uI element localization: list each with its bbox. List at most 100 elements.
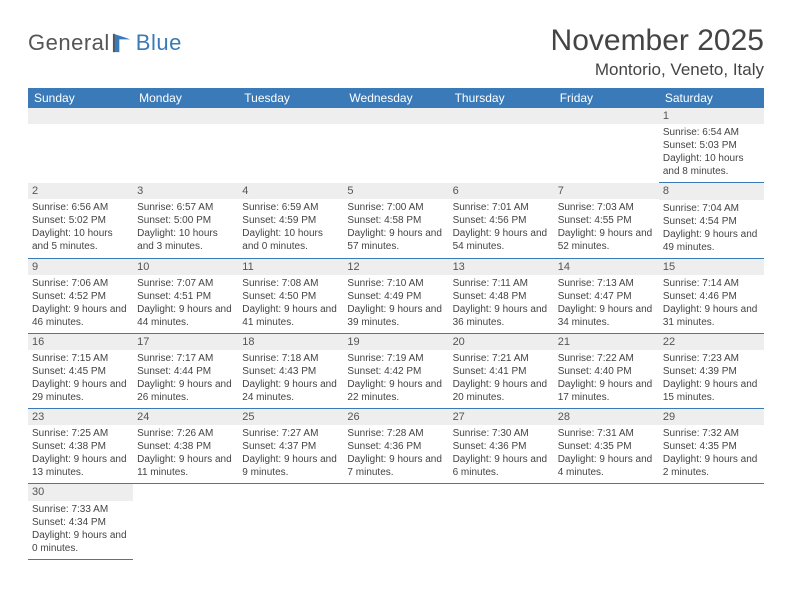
sunrise-line: Sunrise: 7:26 AM (137, 427, 234, 440)
day-number: 5 (343, 183, 448, 199)
sunrise-line: Sunrise: 7:25 AM (32, 427, 129, 440)
day-number: 28 (554, 409, 659, 425)
sunrise-line: Sunrise: 7:07 AM (137, 277, 234, 290)
sunrise-line: Sunrise: 7:21 AM (453, 352, 550, 365)
sunrise-line: Sunrise: 7:14 AM (663, 277, 760, 290)
daylight-line: Daylight: 9 hours and 4 minutes. (558, 453, 655, 479)
sunset-line: Sunset: 5:02 PM (32, 214, 129, 227)
sunrise-line: Sunrise: 7:11 AM (453, 277, 550, 290)
weekday-header-row: SundayMondayTuesdayWednesdayThursdayFrid… (28, 88, 764, 108)
sunset-line: Sunset: 4:49 PM (347, 290, 444, 303)
day-detail: Sunrise: 7:00 AMSunset: 4:58 PMDaylight:… (343, 199, 448, 257)
calendar-cell: 18Sunrise: 7:18 AMSunset: 4:43 PMDayligh… (238, 333, 343, 408)
day-detail: Sunrise: 7:31 AMSunset: 4:35 PMDaylight:… (554, 425, 659, 483)
empty-daynum (238, 108, 343, 124)
day-number: 14 (554, 259, 659, 275)
sunset-line: Sunset: 4:59 PM (242, 214, 339, 227)
calendar-cell (133, 484, 238, 559)
day-detail: Sunrise: 7:23 AMSunset: 4:39 PMDaylight:… (659, 350, 764, 408)
empty-daynum (28, 108, 133, 124)
daylight-line: Daylight: 9 hours and 57 minutes. (347, 227, 444, 253)
day-detail: Sunrise: 7:30 AMSunset: 4:36 PMDaylight:… (449, 425, 554, 483)
daylight-line: Daylight: 9 hours and 6 minutes. (453, 453, 550, 479)
flag-icon (112, 32, 134, 54)
sunset-line: Sunset: 4:46 PM (663, 290, 760, 303)
calendar-cell: 5Sunrise: 7:00 AMSunset: 4:58 PMDaylight… (343, 183, 448, 258)
daylight-line: Daylight: 9 hours and 2 minutes. (663, 453, 760, 479)
day-number: 18 (238, 334, 343, 350)
day-number: 25 (238, 409, 343, 425)
daylight-line: Daylight: 9 hours and 52 minutes. (558, 227, 655, 253)
page-header: General Blue November 2025 Montorio, Ven… (28, 24, 764, 80)
calendar-cell: 22Sunrise: 7:23 AMSunset: 4:39 PMDayligh… (659, 333, 764, 408)
calendar-row: 1Sunrise: 6:54 AMSunset: 5:03 PMDaylight… (28, 108, 764, 183)
sunset-line: Sunset: 4:43 PM (242, 365, 339, 378)
calendar-cell: 17Sunrise: 7:17 AMSunset: 4:44 PMDayligh… (133, 333, 238, 408)
sunrise-line: Sunrise: 7:23 AM (663, 352, 760, 365)
day-detail: Sunrise: 7:21 AMSunset: 4:41 PMDaylight:… (449, 350, 554, 408)
weekday-header: Friday (554, 88, 659, 108)
weekday-header: Saturday (659, 88, 764, 108)
calendar-body: 1Sunrise: 6:54 AMSunset: 5:03 PMDaylight… (28, 108, 764, 559)
day-number: 26 (343, 409, 448, 425)
day-detail: Sunrise: 7:26 AMSunset: 4:38 PMDaylight:… (133, 425, 238, 483)
day-detail: Sunrise: 7:27 AMSunset: 4:37 PMDaylight:… (238, 425, 343, 483)
calendar-row: 23Sunrise: 7:25 AMSunset: 4:38 PMDayligh… (28, 409, 764, 484)
sunset-line: Sunset: 4:41 PM (453, 365, 550, 378)
sunset-line: Sunset: 4:36 PM (453, 440, 550, 453)
sunset-line: Sunset: 4:47 PM (558, 290, 655, 303)
sunset-line: Sunset: 4:58 PM (347, 214, 444, 227)
day-detail: Sunrise: 7:28 AMSunset: 4:36 PMDaylight:… (343, 425, 448, 483)
sunrise-line: Sunrise: 7:19 AM (347, 352, 444, 365)
empty-daynum (449, 108, 554, 124)
sunset-line: Sunset: 4:42 PM (347, 365, 444, 378)
weekday-header: Tuesday (238, 88, 343, 108)
day-detail: Sunrise: 7:10 AMSunset: 4:49 PMDaylight:… (343, 275, 448, 333)
sunset-line: Sunset: 4:37 PM (242, 440, 339, 453)
day-number: 8 (659, 183, 764, 199)
daylight-line: Daylight: 9 hours and 11 minutes. (137, 453, 234, 479)
day-number: 7 (554, 183, 659, 199)
calendar-cell (449, 484, 554, 559)
weekday-header: Wednesday (343, 88, 448, 108)
sunset-line: Sunset: 4:38 PM (32, 440, 129, 453)
daylight-line: Daylight: 9 hours and 9 minutes. (242, 453, 339, 479)
calendar-cell: 19Sunrise: 7:19 AMSunset: 4:42 PMDayligh… (343, 333, 448, 408)
title-block: November 2025 Montorio, Veneto, Italy (551, 24, 764, 80)
calendar-table: SundayMondayTuesdayWednesdayThursdayFrid… (28, 88, 764, 560)
sunset-line: Sunset: 4:35 PM (558, 440, 655, 453)
sunset-line: Sunset: 4:45 PM (32, 365, 129, 378)
day-number: 19 (343, 334, 448, 350)
daylight-line: Daylight: 9 hours and 44 minutes. (137, 303, 234, 329)
daylight-line: Daylight: 9 hours and 41 minutes. (242, 303, 339, 329)
sunrise-line: Sunrise: 7:01 AM (453, 201, 550, 214)
sunset-line: Sunset: 4:35 PM (663, 440, 760, 453)
calendar-cell (238, 484, 343, 559)
day-detail: Sunrise: 6:59 AMSunset: 4:59 PMDaylight:… (238, 199, 343, 257)
calendar-cell (343, 484, 448, 559)
day-number: 29 (659, 409, 764, 425)
calendar-row: 16Sunrise: 7:15 AMSunset: 4:45 PMDayligh… (28, 333, 764, 408)
sunrise-line: Sunrise: 7:18 AM (242, 352, 339, 365)
calendar-cell: 23Sunrise: 7:25 AMSunset: 4:38 PMDayligh… (28, 409, 133, 484)
day-number: 11 (238, 259, 343, 275)
brand-logo: General Blue (28, 30, 182, 56)
day-number: 24 (133, 409, 238, 425)
location-subtitle: Montorio, Veneto, Italy (551, 60, 764, 80)
calendar-row: 2Sunrise: 6:56 AMSunset: 5:02 PMDaylight… (28, 183, 764, 258)
day-number: 30 (28, 484, 133, 500)
day-detail: Sunrise: 7:03 AMSunset: 4:55 PMDaylight:… (554, 199, 659, 257)
daylight-line: Daylight: 9 hours and 36 minutes. (453, 303, 550, 329)
sunrise-line: Sunrise: 7:28 AM (347, 427, 444, 440)
day-number: 12 (343, 259, 448, 275)
day-number: 6 (449, 183, 554, 199)
logo-text-general: General (28, 30, 110, 56)
sunrise-line: Sunrise: 7:10 AM (347, 277, 444, 290)
calendar-cell: 15Sunrise: 7:14 AMSunset: 4:46 PMDayligh… (659, 258, 764, 333)
sunrise-line: Sunrise: 7:08 AM (242, 277, 339, 290)
sunset-line: Sunset: 5:00 PM (137, 214, 234, 227)
day-detail: Sunrise: 6:56 AMSunset: 5:02 PMDaylight:… (28, 199, 133, 257)
day-number: 15 (659, 259, 764, 275)
day-detail: Sunrise: 7:15 AMSunset: 4:45 PMDaylight:… (28, 350, 133, 408)
calendar-cell (659, 484, 764, 559)
